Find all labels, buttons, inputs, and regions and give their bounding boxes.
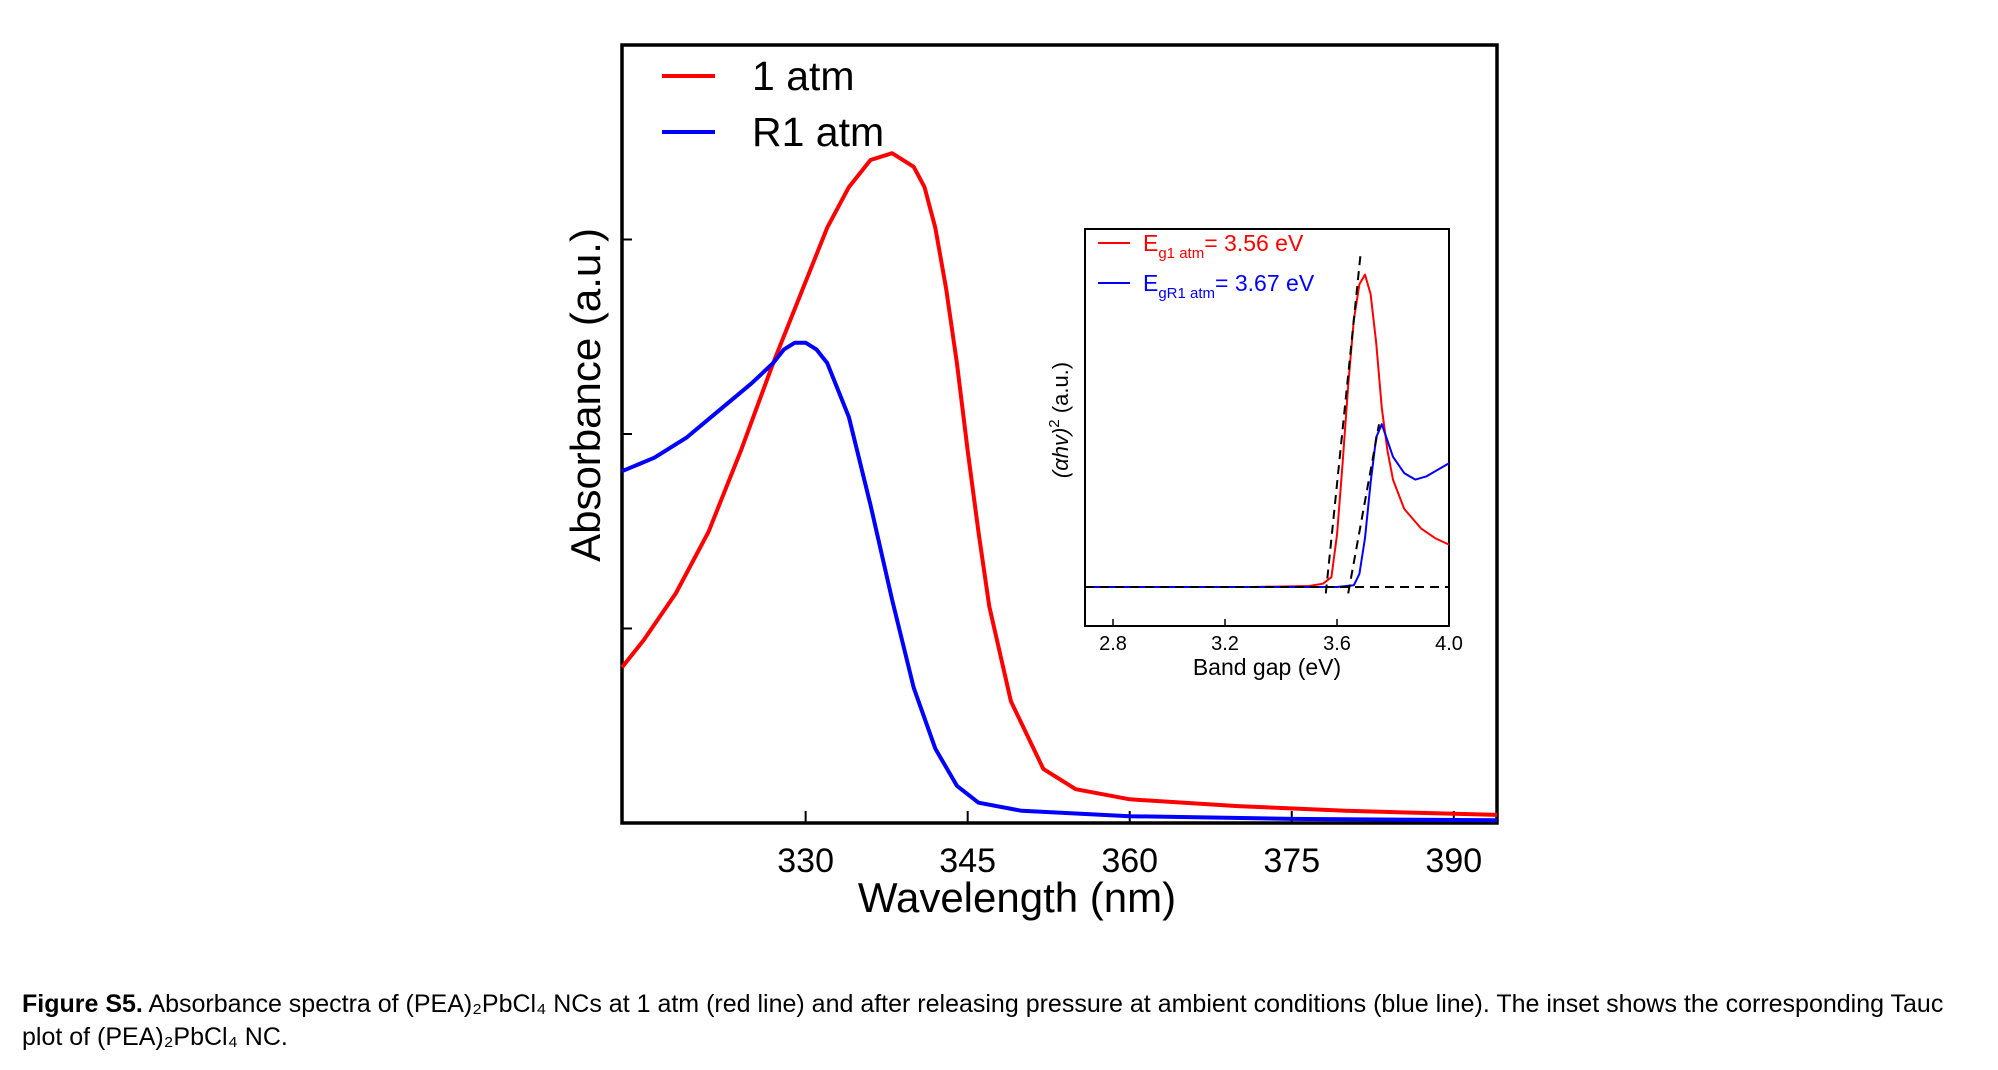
figure-caption: Figure S5. Absorbance spectra of (PEA)₂P…: [22, 988, 1972, 1054]
figure: 330 345 360 375 390 Wavelength (nm) Absorban…: [562, 43, 1499, 921]
main-x-tick-label: 345: [939, 842, 996, 880]
inset-legend-blue-rest: = 3.67 eV: [1215, 270, 1315, 296]
inset-chart: 2.8 3.2 3.6 4.0 Band gap (eV) (αhv)2 (a.u.)…: [1046, 228, 1463, 680]
inset-x-axis-label: Band gap (eV): [1193, 654, 1341, 680]
inset-legend-label-blue: EgR1 atm= 3.67 eV: [1143, 270, 1315, 302]
main-x-axis-label: Wavelength (nm): [858, 874, 1176, 921]
inset-series-line-0: [1085, 273, 1450, 588]
caption-text: Absorbance spectra of (PEA)₂PbCl₄ NCs at…: [22, 990, 1944, 1051]
main-y-ticks: [622, 238, 632, 630]
legend-label-r1atm: R1 atm: [752, 109, 884, 155]
inset-x-ticks: 2.8 3.2 3.6 4.0: [1099, 619, 1463, 655]
main-series: [620, 151, 1498, 823]
inset-legend-red-main: E: [1143, 230, 1158, 256]
inset-legend-blue-main: E: [1143, 270, 1158, 296]
inset-series: [1085, 251, 1450, 594]
main-x-tick-label: 330: [777, 842, 834, 880]
inset-y-label-sup: 2: [1046, 419, 1063, 427]
main-x-tick-label: 390: [1425, 842, 1482, 880]
inset-y-axis-label: (αhv)2 (a.u.): [1046, 362, 1073, 478]
inset-fit-line-1: [1347, 424, 1380, 594]
inset-y-label-rest: (a.u.): [1048, 362, 1073, 419]
inset-legend-red-rest: = 3.56 eV: [1204, 230, 1304, 256]
inset-x-tick-label: 4.0: [1435, 633, 1463, 655]
inset-y-label-main: (αhv): [1048, 428, 1073, 478]
inset-series-line-1: [1085, 423, 1450, 588]
inset-legend: Eg1 atm= 3.56 eV EgR1 atm= 3.67 eV: [1098, 230, 1315, 302]
main-x-ticks: 330 345 360 375 390: [777, 811, 1482, 880]
main-series-line-0: [620, 151, 1498, 817]
inset-plot-frame: [1084, 228, 1450, 627]
main-x-tick-label: 375: [1263, 842, 1320, 880]
caption-label: Figure S5.: [22, 990, 143, 1018]
main-x-tick-label: 360: [1101, 842, 1158, 880]
main-legend: 1 atm R1 atm: [662, 53, 884, 155]
main-chart: 330 345 360 375 390 Wavelength (nm) Absorban…: [562, 43, 1499, 921]
main-series-line-1: [621, 340, 1498, 823]
inset-legend-label-red: Eg1 atm= 3.56 eV: [1143, 230, 1304, 262]
inset-x-tick-label: 2.8: [1099, 633, 1127, 655]
legend-label-1atm: 1 atm: [752, 53, 855, 99]
inset-legend-blue-sub: gR1 atm: [1158, 285, 1215, 302]
inset-legend-red-sub: g1 atm: [1158, 245, 1204, 262]
inset-fit-line-0: [1324, 251, 1362, 594]
main-y-axis-label: Absorbance (a.u.): [562, 228, 609, 562]
inset-x-tick-label: 3.6: [1323, 633, 1351, 655]
inset-x-tick-label: 3.2: [1211, 633, 1239, 655]
